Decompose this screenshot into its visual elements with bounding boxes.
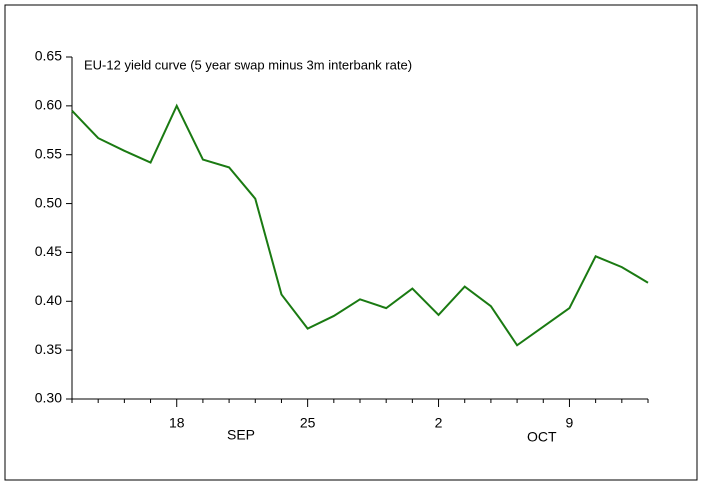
x-tick-label: 25 — [300, 415, 316, 431]
chart-title: EU-12 yield curve (5 year swap minus 3m … — [84, 57, 412, 72]
x-tick-label: 18 — [169, 415, 185, 431]
y-tick-label: 0.65 — [35, 48, 62, 64]
y-tick-label: 0.40 — [35, 292, 62, 308]
month-label: SEP — [227, 427, 255, 443]
month-label: OCT — [527, 429, 557, 445]
y-tick-label: 0.50 — [35, 194, 62, 210]
y-tick-label: 0.30 — [35, 390, 62, 406]
data-line — [71, 103, 649, 347]
frame — [4, 4, 698, 481]
x-tick-label: 2 — [435, 415, 443, 431]
y-tick-label: 0.35 — [35, 341, 62, 357]
y-tick-label: 0.55 — [35, 145, 62, 161]
y-tick-label: 0.60 — [35, 97, 62, 113]
y-tick-label: 0.45 — [35, 243, 62, 259]
x-tick-label: 9 — [566, 415, 574, 431]
